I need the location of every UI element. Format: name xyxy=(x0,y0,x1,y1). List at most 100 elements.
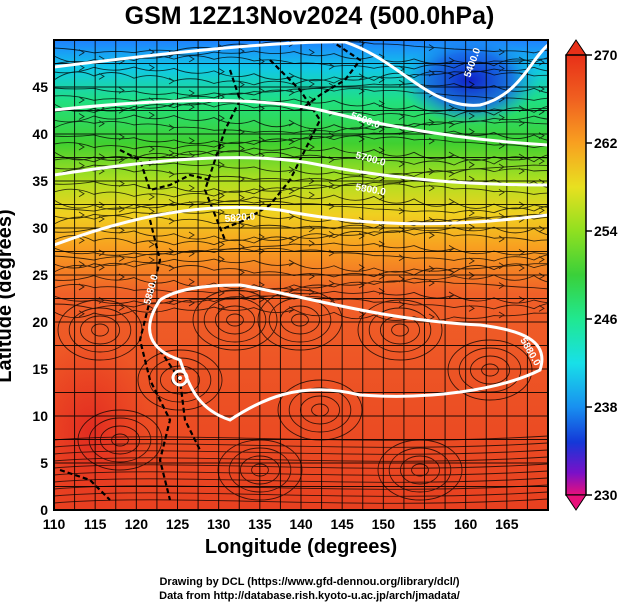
streamline-swirl xyxy=(91,323,109,337)
streamline-arrow xyxy=(498,114,505,122)
streamline-arrow xyxy=(308,225,315,233)
streamline-swirl xyxy=(291,313,309,327)
streamline xyxy=(54,130,548,145)
streamline-swirl xyxy=(239,455,281,485)
streamline-arrow xyxy=(258,105,265,112)
streamline xyxy=(54,226,548,242)
x-axis-label: Longitude (degrees) xyxy=(204,536,398,558)
streamline-arrow xyxy=(238,47,245,55)
streamline-swirl xyxy=(299,395,341,425)
streamline-arrow xyxy=(538,58,545,66)
streamline xyxy=(54,182,548,198)
streamline-arrow xyxy=(78,49,85,57)
streamline xyxy=(54,498,548,504)
streamline-arrow xyxy=(428,265,435,273)
streamline-arrow xyxy=(498,48,505,56)
streamline-arrow xyxy=(218,114,225,122)
streamline-arrow xyxy=(218,241,225,248)
streamline-arrow xyxy=(148,111,155,119)
streamline-arrow xyxy=(218,68,225,75)
streamline-swirl xyxy=(217,439,303,501)
streamline-arrow xyxy=(168,124,175,131)
credit-drawing: Drawing by DCL (https://www.gfd-dennou.o… xyxy=(159,576,460,588)
contour-label: 5800.0 xyxy=(354,182,386,198)
streamline-arrow xyxy=(378,193,385,201)
streamline-arrow xyxy=(148,207,155,215)
streamline-arrow xyxy=(468,175,475,183)
streamline-arrow xyxy=(308,177,315,185)
streamline-arrow xyxy=(498,65,505,72)
streamline xyxy=(54,295,548,310)
streamline-arrow xyxy=(498,163,505,171)
streamline-swirl xyxy=(399,455,441,485)
streamline-arrow xyxy=(308,80,315,88)
streamline-arrow xyxy=(378,273,385,280)
streamline-swirl xyxy=(203,297,267,343)
y-tick-label: 0 xyxy=(40,502,48,518)
streamline xyxy=(54,258,548,273)
x-tick-label: 110 xyxy=(43,516,66,532)
streamline-swirl xyxy=(99,425,141,455)
streamline-arrow xyxy=(288,119,295,127)
streamline-arrow xyxy=(358,87,365,95)
streamline-arrow xyxy=(358,183,365,191)
streamline xyxy=(54,135,548,150)
streamline-arrow xyxy=(168,170,175,178)
colorbar-tick-label: 270 xyxy=(594,47,618,63)
streamline-arrow xyxy=(188,250,195,258)
streamline-arrow xyxy=(378,146,385,154)
x-tick-label: 155 xyxy=(413,516,437,532)
streamline-arrow xyxy=(398,160,405,168)
streamline-arrow xyxy=(218,93,225,101)
streamline-arrow xyxy=(188,55,195,63)
streamline-arrow xyxy=(288,259,295,267)
streamline-arrow xyxy=(518,201,525,209)
streamline-arrow xyxy=(468,223,475,231)
streamline xyxy=(54,178,548,193)
streamline xyxy=(54,435,548,441)
streamline-arrow xyxy=(218,255,225,263)
y-tick-label: 45 xyxy=(32,79,48,95)
streamline-arrow xyxy=(148,256,155,264)
streamline-arrow xyxy=(98,263,105,271)
colorbar-tick-label: 230 xyxy=(594,487,618,503)
streamline xyxy=(54,210,548,224)
streamline-arrow xyxy=(78,190,85,198)
streamline-arrow xyxy=(538,272,545,280)
streamline-arrow xyxy=(398,300,405,308)
streamline-arrow xyxy=(468,63,475,71)
streamline-arrow xyxy=(148,193,155,201)
streamline-arrow xyxy=(378,76,385,84)
streamline-arrow xyxy=(98,153,105,161)
streamline-arrow xyxy=(398,254,405,262)
streamline-arrow xyxy=(258,247,265,255)
streamline xyxy=(54,470,548,476)
streamline-arrow xyxy=(428,279,435,287)
x-tick-label: 120 xyxy=(125,516,149,532)
streamline-arrow xyxy=(448,244,455,252)
streamline-swirl xyxy=(228,447,292,493)
streamline-arrow xyxy=(258,58,265,65)
streamline-arrow xyxy=(218,161,225,169)
streamline xyxy=(54,230,548,246)
streamline-arrow xyxy=(118,304,125,311)
y-tick-label: 25 xyxy=(32,267,48,283)
x-tick-label: 125 xyxy=(166,516,190,532)
streamline xyxy=(54,280,548,294)
streamline-arrow xyxy=(78,236,85,244)
colorbar-tick-label: 254 xyxy=(594,223,618,239)
streamline-swirl xyxy=(88,417,152,463)
streamline-arrow xyxy=(358,232,365,240)
x-tick-label: 160 xyxy=(454,516,478,532)
streamline-arrow xyxy=(328,132,335,140)
streamline-arrow xyxy=(168,77,175,85)
streamline-arrow xyxy=(328,280,335,287)
streamline-arrow xyxy=(468,81,475,88)
streamline-arrow xyxy=(468,305,475,312)
streamline-arrow xyxy=(448,121,455,128)
streamline-arrow xyxy=(498,282,505,289)
streamline xyxy=(54,114,548,130)
streamline-arrow xyxy=(218,192,225,199)
x-tick-label: 115 xyxy=(84,516,107,532)
streamline-arrow xyxy=(498,311,505,319)
